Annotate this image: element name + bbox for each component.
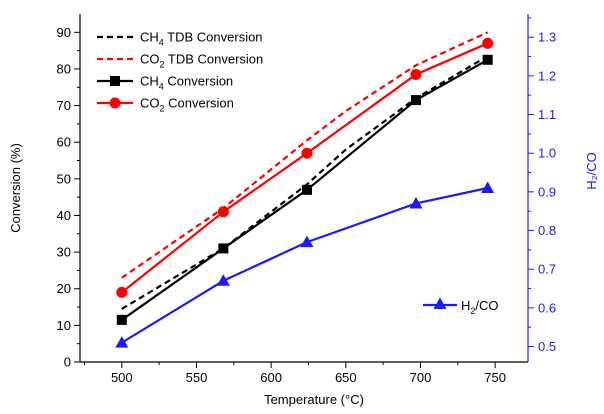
y-tick-label: 10 (57, 318, 71, 333)
y2-tick-label: 0.5 (538, 339, 556, 354)
data-point (482, 54, 493, 65)
y2-tick-label: 1.2 (538, 68, 556, 83)
data-point (409, 196, 423, 209)
legend-label: H2/CO (461, 298, 499, 316)
legend-label: CO2 TDB Conversion (140, 52, 263, 70)
y2-tick-label: 0.8 (538, 223, 556, 238)
data-point (482, 37, 494, 49)
data-point (217, 206, 229, 218)
y2-axis-title: H₂/CO (584, 152, 599, 190)
x-tick-label: 650 (335, 370, 357, 385)
legend-marker (109, 97, 121, 109)
y-tick-label: 30 (57, 245, 71, 260)
series-line (121, 186, 488, 344)
y-tick-label: 70 (57, 98, 71, 113)
data-point (410, 68, 422, 80)
data-point (216, 274, 230, 286)
series-line (121, 31, 489, 279)
x-tick-label: 750 (484, 370, 506, 385)
y2-tick-label: 0.6 (538, 300, 556, 315)
series-4 (115, 181, 495, 348)
legend-marker (110, 76, 120, 86)
y2-tick-label: 1.0 (538, 146, 556, 161)
x-tick-label: 500 (111, 370, 133, 385)
y-tick-label: 20 (57, 281, 71, 296)
y-axis-title: Conversion (%) (8, 143, 23, 233)
axes-layer: 500 550 600 650 700 750 0 10 20 30 40 50 60 70 80 90 0.5… (57, 14, 556, 385)
data-point (301, 184, 312, 195)
legend-marker (433, 297, 447, 309)
x-tick-label: 700 (410, 370, 432, 385)
data-point (218, 243, 229, 254)
data-point (115, 336, 129, 348)
x-tick-label: 600 (260, 370, 282, 385)
series-0 (121, 55, 489, 310)
y2-tick-label: 1.1 (538, 107, 556, 122)
data-point (300, 235, 314, 248)
y-tick-label: 40 (57, 208, 71, 223)
legend: CH4 TDB Conversion CO2 TDB Conversion CH4 … (97, 30, 499, 316)
y-tick-label: 60 (57, 135, 71, 150)
data-point (411, 95, 421, 106)
series-2 (116, 54, 493, 325)
data-point (116, 286, 128, 298)
legend-label: CH4 TDB Conversion (140, 30, 263, 48)
series-3 (116, 37, 494, 298)
y-tick-label: 0 (64, 355, 71, 370)
y2-tick-label: 1.3 (538, 30, 556, 45)
y2-tick-label: 0.9 (538, 184, 556, 199)
series-1 (121, 31, 489, 279)
legend-label: CH4 Conversion (140, 74, 233, 92)
series-line (121, 55, 489, 310)
series-layer (115, 31, 495, 348)
y-tick-label: 90 (57, 25, 71, 40)
legend-label: CO2 Conversion (140, 96, 234, 114)
y-tick-label: 50 (57, 171, 71, 186)
data-point (116, 314, 127, 325)
y-tick-label: 80 (57, 61, 71, 76)
x-tick-label: 550 (186, 370, 208, 385)
data-point (301, 147, 313, 159)
data-point (481, 181, 495, 193)
y2-tick-label: 0.7 (538, 262, 556, 277)
x-axis-title: Temperature (°C) (264, 392, 364, 407)
